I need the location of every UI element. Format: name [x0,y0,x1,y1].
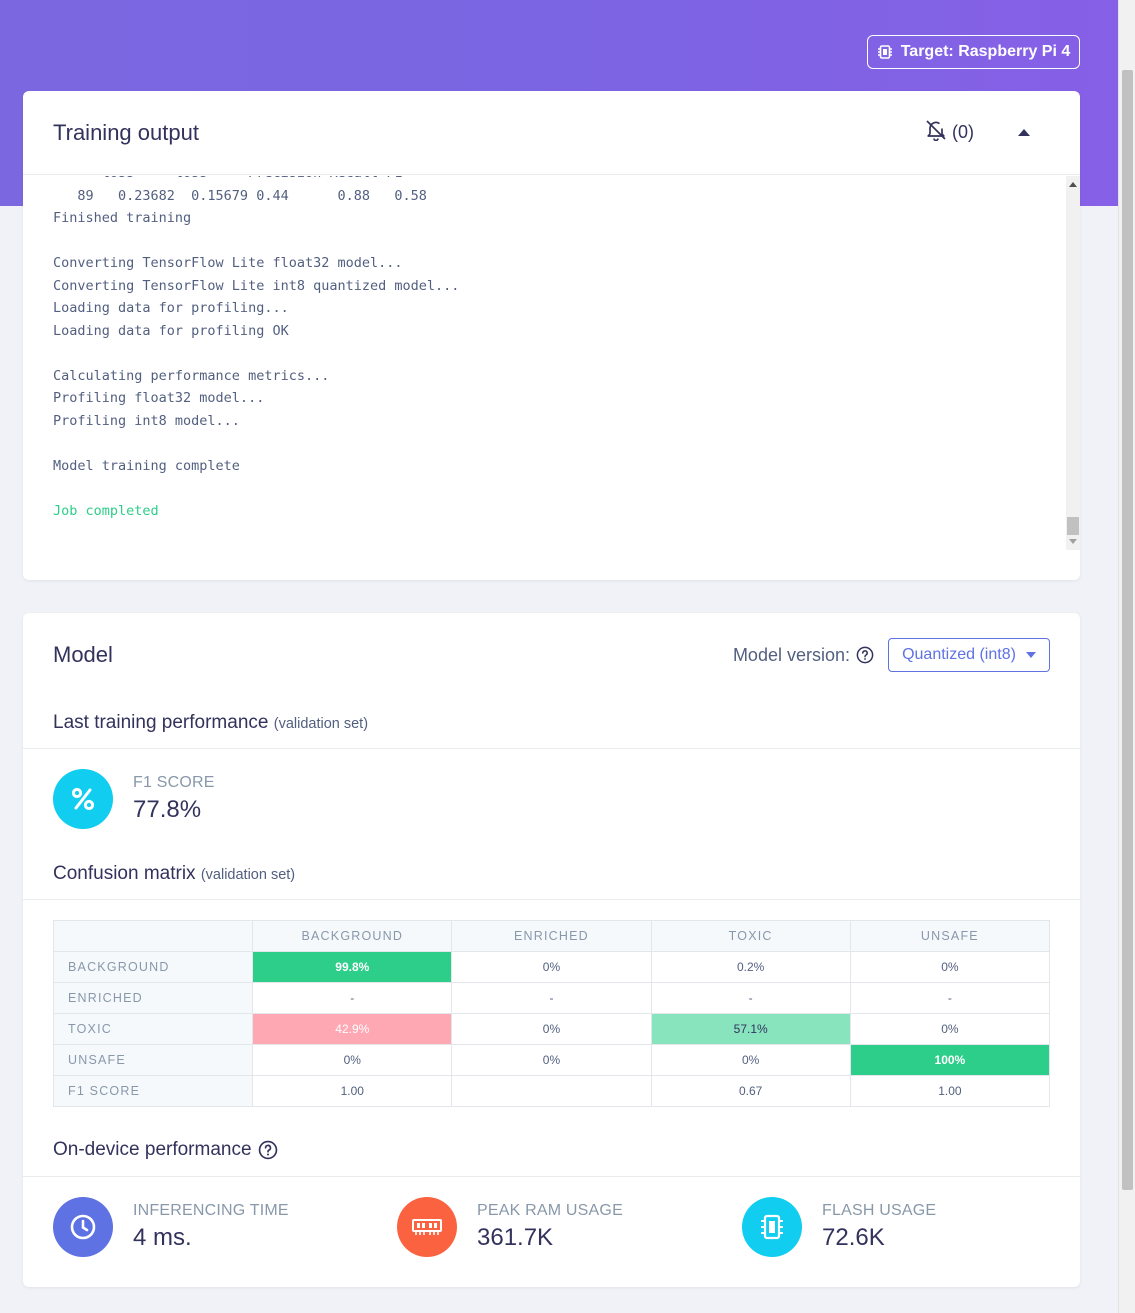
chip-icon [742,1197,802,1257]
inferencing-time-label: INFERENCING TIME [133,1202,289,1219]
model-title: Model [53,642,113,667]
log-scrollbar-thumb[interactable] [1067,517,1079,535]
scroll-up-icon[interactable] [1069,182,1077,187]
training-output-title: Training output [53,119,199,145]
confusion-matrix-title: Confusion matrix (validation set) [53,863,295,885]
target-device-button[interactable]: Target: Raspberry Pi 4 [867,35,1080,69]
target-device-label: Target: Raspberry Pi 4 [900,43,1071,60]
flash-usage-value: 72.6K [822,1224,885,1251]
last-training-subtitle: (validation set) [273,716,369,732]
scroll-down-icon[interactable] [1069,539,1077,544]
confusion-matrix-heading: Confusion matrix [53,863,196,884]
clock-icon [53,1197,113,1257]
table-cell [451,1075,652,1107]
f1-score-label: F1 SCORE [133,774,215,791]
training-log: loss loss Precision Recall F1 89 0.23682… [23,176,1080,550]
table-cell: 0% [451,951,652,983]
table-cell: 57.1% [650,1013,851,1045]
model-version-select[interactable]: Quantized (int8) [888,638,1050,672]
on-device-heading: On-device performance [53,1139,252,1160]
table-cell: 99.8% [252,951,453,983]
ram-icon [397,1197,457,1257]
training-output-card: Training output (0) loss loss Precision … [23,91,1080,580]
row-header: TOXIC [52,1013,254,1045]
row-header: BACKGROUND [52,951,254,983]
notifications-toggle[interactable]: (0) [924,119,974,146]
collapse-caret-icon[interactable] [1018,129,1030,136]
model-version-text: Model version: [732,644,850,665]
notifications-count: (0) [952,122,974,142]
f1-score-value: 77.8% [133,796,202,823]
flash-usage-metric: FLASH USAGE 72.6K [742,1197,936,1257]
table-cell: 0.2% [650,951,851,983]
model-version-value: Quantized (int8) [902,646,1016,663]
table-cell: 0% [252,1044,453,1076]
column-header: UNSAFE [849,920,1051,952]
chevron-down-icon [1025,652,1036,658]
on-device-title: On-device performance [53,1139,278,1161]
confusion-matrix-table: BACKGROUND ENRICHED TOXIC UNSAFE BACKGRO… [52,920,1051,1107]
confusion-matrix-subtitle: (validation set) [200,867,296,883]
training-output-header: Training output (0) [23,91,1080,175]
job-completed-status: Job completed [53,502,159,519]
last-training-heading: Last training performance [53,712,269,733]
table-cell: 0.67 [650,1075,851,1107]
row-header: F1 SCORE [52,1075,254,1107]
table-cell: 0% [451,1044,652,1076]
model-card: Model Model version: Quantized (int8) La… [23,613,1080,1287]
chip-icon [877,44,893,60]
peak-ram-metric: PEAK RAM USAGE 361.7K [397,1197,623,1257]
table-cell: - [849,982,1051,1014]
table-cell: 1.00 [849,1075,1051,1107]
table-row: TOXIC 42.9% 0% 57.1% 0% [52,1013,1051,1045]
model-header: Model Model version: Quantized (int8) [23,613,1080,697]
table-corner-cell [52,920,254,952]
table-row: UNSAFE 0% 0% 0% 100% [52,1044,1051,1076]
table-row: F1 SCORE 1.00 0.67 1.00 [52,1075,1051,1107]
divider [23,899,1080,900]
inferencing-time-metric: INFERENCING TIME 4 ms. [53,1197,289,1257]
last-training-title: Last training performance (validation se… [53,712,368,734]
page-scrollbar[interactable] [1118,0,1135,1313]
percent-icon [53,769,113,829]
table-cell: 0% [650,1044,851,1076]
help-icon[interactable] [856,646,874,664]
column-header: ENRICHED [451,920,652,952]
row-header: ENRICHED [52,982,254,1014]
model-version-label: Model version: [733,645,874,666]
help-icon[interactable] [258,1140,278,1160]
table-row: ENRICHED - - - - [52,982,1051,1014]
table-cell: 0% [849,1013,1051,1045]
table-cell: 100% [849,1044,1051,1076]
log-scrollbar[interactable] [1066,176,1080,550]
table-header-row: BACKGROUND ENRICHED TOXIC UNSAFE [52,920,1051,952]
divider [23,1176,1080,1177]
page-scrollbar-thumb[interactable] [1122,70,1133,1190]
table-cell: 0% [849,951,1051,983]
table-cell: - [650,982,851,1014]
table-cell: - [451,982,652,1014]
table-row: BACKGROUND 99.8% 0% 0.2% 0% [52,951,1051,983]
peak-ram-label: PEAK RAM USAGE [477,1202,623,1219]
column-header: BACKGROUND [252,920,453,952]
table-cell: 42.9% [252,1013,453,1045]
divider [23,748,1080,749]
table-cell: - [252,982,453,1014]
bell-off-icon [924,119,948,146]
table-cell: 1.00 [252,1075,453,1107]
flash-usage-label: FLASH USAGE [822,1202,937,1219]
peak-ram-value: 361.7K [477,1224,554,1251]
training-log-text: loss loss Precision Recall F1 89 0.23682… [53,176,460,519]
inferencing-time-value: 4 ms. [133,1224,192,1251]
column-header: TOXIC [650,920,851,952]
row-header: UNSAFE [52,1044,254,1076]
table-cell: 0% [451,1013,652,1045]
f1-score-metric: F1 SCORE 77.8% [53,769,215,829]
